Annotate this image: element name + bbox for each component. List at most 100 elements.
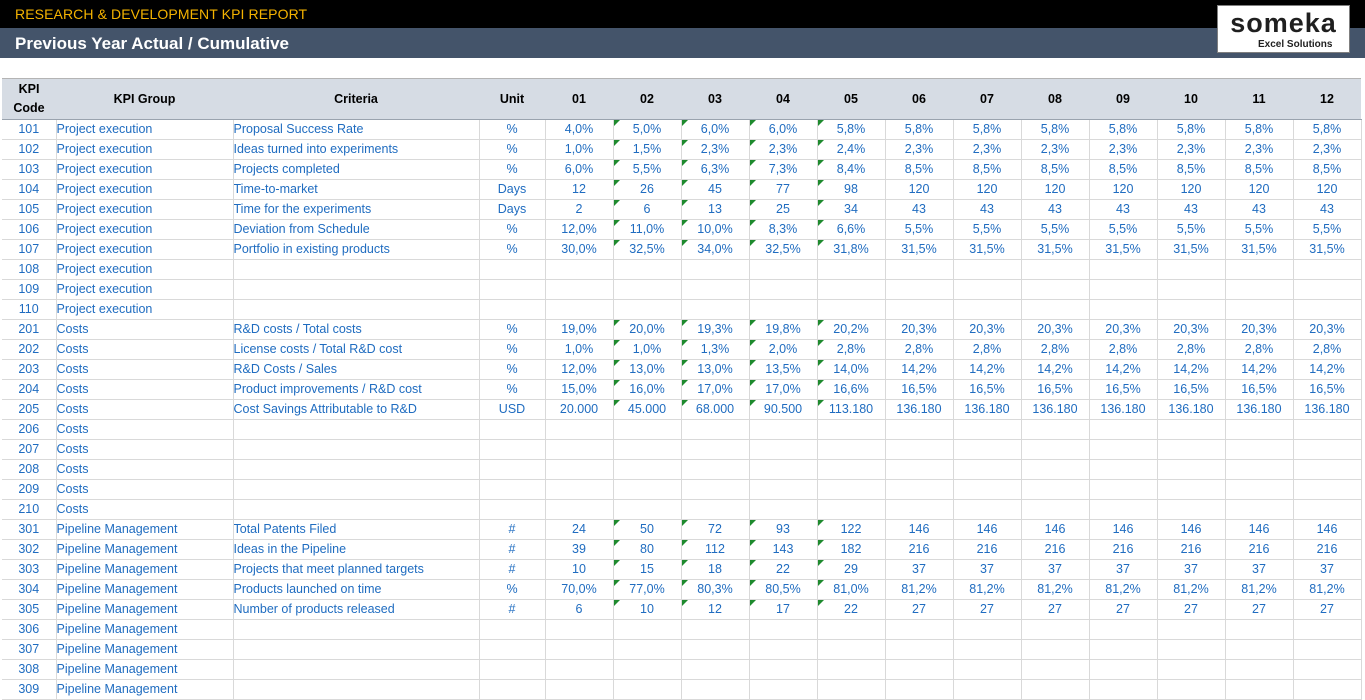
month-value-cell[interactable]: 6 [613, 199, 682, 220]
month-value-cell[interactable] [681, 659, 750, 680]
month-value-cell[interactable]: 93 [749, 519, 818, 540]
month-value-cell[interactable]: 2,3% [953, 139, 1022, 160]
month-value-cell[interactable] [1225, 659, 1294, 680]
month-value-cell[interactable]: 43 [1293, 199, 1362, 220]
month-value-cell[interactable] [1089, 299, 1158, 320]
month-value-cell[interactable] [1293, 279, 1362, 300]
month-value-cell[interactable]: 6,0% [749, 119, 818, 140]
month-value-cell[interactable] [1225, 619, 1294, 640]
month-value-cell[interactable] [749, 299, 818, 320]
criteria-cell[interactable] [233, 299, 480, 320]
column-header[interactable]: 03 [681, 78, 749, 120]
kpi-group-cell[interactable]: Project execution [56, 199, 234, 220]
month-value-cell[interactable] [545, 499, 614, 520]
unit-cell[interactable] [479, 479, 546, 500]
month-value-cell[interactable]: 146 [1293, 519, 1362, 540]
month-value-cell[interactable] [749, 659, 818, 680]
criteria-cell[interactable] [233, 279, 480, 300]
kpi-code-cell[interactable]: 206 [2, 419, 57, 440]
month-value-cell[interactable] [749, 639, 818, 660]
month-value-cell[interactable]: 12 [681, 599, 750, 620]
kpi-group-cell[interactable]: Project execution [56, 299, 234, 320]
kpi-group-cell[interactable]: Project execution [56, 239, 234, 260]
month-value-cell[interactable]: 80,3% [681, 579, 750, 600]
month-value-cell[interactable]: 136.180 [1157, 399, 1226, 420]
month-value-cell[interactable]: 8,5% [1293, 159, 1362, 180]
kpi-code-cell[interactable]: 110 [2, 299, 57, 320]
month-value-cell[interactable] [1021, 659, 1090, 680]
month-value-cell[interactable] [1021, 679, 1090, 700]
kpi-group-cell[interactable]: Pipeline Management [56, 639, 234, 660]
month-value-cell[interactable]: 19,8% [749, 319, 818, 340]
month-value-cell[interactable] [1225, 259, 1294, 280]
kpi-group-cell[interactable]: Pipeline Management [56, 599, 234, 620]
month-value-cell[interactable]: 120 [953, 179, 1022, 200]
month-value-cell[interactable]: 5,8% [885, 119, 954, 140]
month-value-cell[interactable] [1225, 459, 1294, 480]
column-header[interactable]: 06 [885, 78, 953, 120]
month-value-cell[interactable]: 14,2% [1157, 359, 1226, 380]
month-value-cell[interactable] [613, 679, 682, 700]
month-value-cell[interactable] [817, 479, 886, 500]
kpi-group-cell[interactable]: Costs [56, 459, 234, 480]
criteria-cell[interactable]: Number of products released [233, 599, 480, 620]
month-value-cell[interactable]: 12,0% [545, 219, 614, 240]
month-value-cell[interactable]: 16,5% [1021, 379, 1090, 400]
unit-cell[interactable] [479, 259, 546, 280]
month-value-cell[interactable]: 14,2% [953, 359, 1022, 380]
month-value-cell[interactable]: 98 [817, 179, 886, 200]
month-value-cell[interactable] [613, 659, 682, 680]
kpi-code-cell[interactable]: 309 [2, 679, 57, 700]
month-value-cell[interactable] [749, 479, 818, 500]
kpi-code-cell[interactable]: 101 [2, 119, 57, 140]
criteria-cell[interactable]: Ideas turned into experiments [233, 139, 480, 160]
criteria-cell[interactable] [233, 499, 480, 520]
month-value-cell[interactable]: 11,0% [613, 219, 682, 240]
month-value-cell[interactable] [749, 439, 818, 460]
month-value-cell[interactable]: 81,2% [1225, 579, 1294, 600]
month-value-cell[interactable]: 2,8% [1225, 339, 1294, 360]
criteria-cell[interactable]: Deviation from Schedule [233, 219, 480, 240]
month-value-cell[interactable]: 112 [681, 539, 750, 560]
unit-cell[interactable]: USD [479, 399, 546, 420]
month-value-cell[interactable]: 81,2% [953, 579, 1022, 600]
month-value-cell[interactable] [613, 619, 682, 640]
month-value-cell[interactable] [817, 499, 886, 520]
criteria-cell[interactable]: Total Patents Filed [233, 519, 480, 540]
month-value-cell[interactable] [953, 279, 1022, 300]
month-value-cell[interactable] [817, 639, 886, 660]
month-value-cell[interactable]: 120 [1021, 179, 1090, 200]
month-value-cell[interactable] [1293, 459, 1362, 480]
month-value-cell[interactable]: 16,6% [817, 379, 886, 400]
month-value-cell[interactable]: 16,0% [613, 379, 682, 400]
month-value-cell[interactable]: 27 [1021, 599, 1090, 620]
month-value-cell[interactable] [885, 499, 954, 520]
month-value-cell[interactable]: 19,0% [545, 319, 614, 340]
month-value-cell[interactable]: 43 [1225, 199, 1294, 220]
month-value-cell[interactable] [749, 419, 818, 440]
month-value-cell[interactable]: 20,3% [1225, 319, 1294, 340]
column-header[interactable]: 10 [1157, 78, 1225, 120]
month-value-cell[interactable]: 50 [613, 519, 682, 540]
month-value-cell[interactable] [1089, 439, 1158, 460]
month-value-cell[interactable] [613, 419, 682, 440]
month-value-cell[interactable]: 37 [953, 559, 1022, 580]
kpi-group-cell[interactable]: Costs [56, 419, 234, 440]
criteria-cell[interactable]: R&D Costs / Sales [233, 359, 480, 380]
unit-cell[interactable]: % [479, 579, 546, 600]
unit-cell[interactable] [479, 619, 546, 640]
month-value-cell[interactable]: 1,0% [545, 139, 614, 160]
kpi-code-cell[interactable]: 210 [2, 499, 57, 520]
month-value-cell[interactable]: 14,2% [885, 359, 954, 380]
month-value-cell[interactable] [749, 499, 818, 520]
unit-cell[interactable]: Days [479, 199, 546, 220]
month-value-cell[interactable] [1225, 279, 1294, 300]
column-header[interactable]: 01 [545, 78, 613, 120]
month-value-cell[interactable]: 5,5% [1293, 219, 1362, 240]
month-value-cell[interactable]: 81,2% [1089, 579, 1158, 600]
month-value-cell[interactable] [545, 459, 614, 480]
month-value-cell[interactable]: 2,8% [1021, 339, 1090, 360]
kpi-code-cell[interactable]: 304 [2, 579, 57, 600]
month-value-cell[interactable]: 72 [681, 519, 750, 540]
criteria-cell[interactable] [233, 679, 480, 700]
